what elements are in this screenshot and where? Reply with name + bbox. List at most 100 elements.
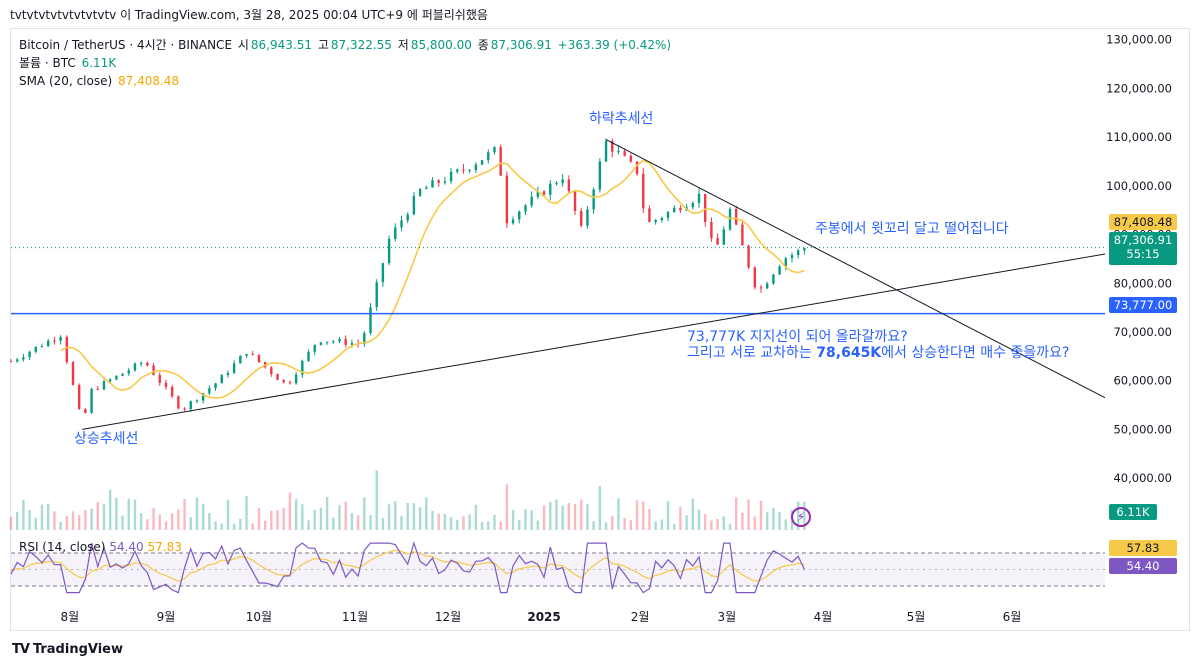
candle-body	[146, 362, 149, 366]
candle-body	[487, 152, 490, 161]
volume-bar	[170, 513, 174, 530]
volume-bar	[356, 515, 360, 530]
volume-bar	[511, 509, 515, 530]
volume-label[interactable]: 볼륨 · BTC	[19, 56, 76, 70]
low-label: 저	[397, 38, 409, 52]
volume-bar	[282, 508, 285, 530]
volume-bar	[102, 504, 106, 530]
symbol-label[interactable]: Bitcoin / TetherUS · 4시간 · BINANCE	[19, 38, 233, 52]
candle-body	[332, 341, 335, 343]
brand-name: TradingView	[32, 642, 123, 657]
rsi-tag: 54.40	[1109, 558, 1177, 574]
volume-bar	[369, 515, 372, 530]
candle-body	[580, 211, 583, 226]
last-price-tag: 87,306.91 55:15	[1109, 232, 1177, 265]
candle-body	[15, 359, 19, 362]
volume-bar	[765, 512, 769, 530]
tradingview-logo-icon: TV	[12, 642, 30, 657]
candle-body	[59, 336, 62, 341]
candle-body	[245, 354, 248, 356]
candle-body	[778, 266, 781, 275]
open-value: 86,943.51	[250, 38, 312, 52]
volume-bar	[301, 504, 304, 530]
candle-body	[493, 146, 496, 153]
candle-body	[381, 263, 385, 283]
volume-bar	[425, 497, 428, 530]
volume-bar	[654, 521, 657, 530]
candle-body	[765, 283, 769, 289]
volume-bar	[177, 509, 180, 530]
volume-bar	[642, 501, 645, 530]
sma-label[interactable]: SMA (20, close)	[19, 74, 113, 88]
y-tick-label: 130,000.00	[1106, 33, 1172, 47]
candle-body	[152, 365, 155, 375]
volume-bar	[685, 515, 688, 530]
candle-body	[34, 346, 37, 352]
candle-body	[65, 336, 68, 363]
volume-bar	[115, 497, 118, 530]
candle-body	[170, 386, 174, 397]
candle-body	[363, 333, 366, 345]
volume-bar	[697, 509, 701, 530]
candle-body	[139, 362, 143, 364]
candle-body	[505, 175, 509, 224]
candle-body	[127, 370, 130, 374]
support-note-2: 그리고 서로 교차하는 78,645K에서 상승한다면 매수 좋을까요?	[687, 342, 1069, 362]
candle-body	[573, 191, 577, 212]
support-note-2b: 78,645K	[816, 345, 882, 361]
volume-bar	[660, 519, 664, 530]
x-tick-label: 12월	[435, 610, 461, 624]
x-tick-label: 3월	[718, 610, 737, 624]
volume-bar	[499, 521, 502, 530]
candle-body	[635, 161, 639, 174]
uptrend-line[interactable]	[82, 253, 1106, 430]
lightning-icon[interactable]: ⚡	[791, 507, 811, 527]
volume-bar	[84, 510, 87, 530]
volume-bar	[462, 516, 465, 530]
change-value: +363.39 (+0.42%)	[557, 38, 672, 52]
candle-body	[524, 205, 527, 212]
volume-bar	[648, 509, 651, 530]
candle-body	[673, 207, 676, 213]
volume-bar	[53, 511, 56, 530]
candle-body	[288, 382, 292, 384]
rsi-label[interactable]: RSI (14, close)	[19, 540, 106, 554]
volume-bar	[146, 519, 149, 530]
downtrend-line[interactable]	[605, 139, 1106, 399]
x-axis[interactable]: 8월 9월 10월 11월 12월 2025 2월 3월 4월 5월 6월	[61, 610, 1022, 624]
volume-bar	[294, 499, 298, 530]
volume-bar	[611, 516, 614, 530]
candle-body	[598, 161, 602, 190]
candle-body	[257, 354, 261, 362]
candle-body	[704, 193, 707, 222]
candle-body	[759, 287, 763, 289]
volume-bar	[542, 505, 546, 530]
candle-body	[164, 382, 168, 387]
volume-legend: 볼륨 · BTC 6.11K	[19, 54, 673, 72]
rsi-value: 54.40	[109, 540, 144, 554]
candle-body	[282, 379, 285, 383]
candle-body	[108, 379, 112, 382]
y-axis[interactable]: 130,000.00 120,000.00 110,000.00 100,000.00…	[1106, 33, 1172, 485]
rsi-ma-value: 57.83	[147, 540, 182, 554]
volume-bar	[152, 507, 155, 530]
volume-bar	[778, 511, 781, 530]
uptrend-label: 상승추세선	[74, 431, 139, 447]
candle-body	[189, 401, 192, 409]
footer-brand: TV TradingView	[12, 642, 123, 657]
candle-body	[9, 361, 13, 363]
volume-bar	[666, 501, 670, 530]
candle-body	[499, 146, 502, 176]
candle-body	[660, 217, 664, 220]
chart-frame[interactable]	[10, 28, 1190, 631]
x-tick-label: 6월	[1003, 610, 1022, 624]
volume-bar	[28, 510, 31, 530]
x-tick-label: 8월	[61, 610, 80, 624]
volume-bar	[747, 499, 750, 530]
candle-body	[741, 224, 744, 246]
volume-value: 6.11K	[81, 56, 117, 70]
candle-body	[753, 267, 756, 288]
candle-body	[747, 245, 750, 268]
candle-body	[462, 169, 465, 171]
